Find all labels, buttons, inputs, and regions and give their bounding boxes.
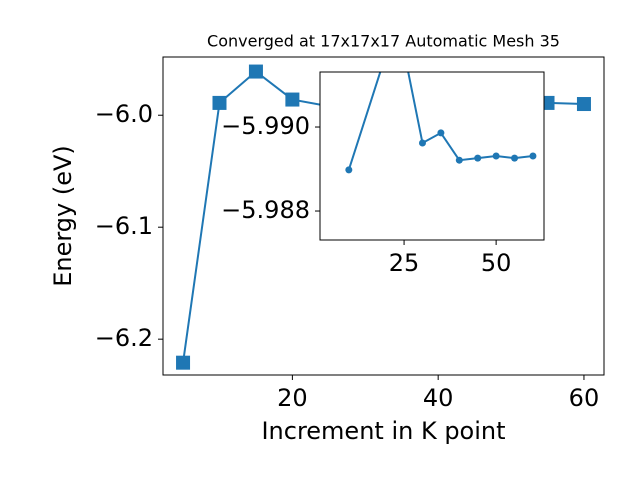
marker xyxy=(455,156,463,164)
y-tick-label: −6.2 xyxy=(95,324,153,352)
y-tick-label: −6.0 xyxy=(95,100,153,128)
marker xyxy=(212,95,227,110)
x-tick-label: 25 xyxy=(389,249,420,277)
x-tick-label: 60 xyxy=(569,384,600,412)
marker xyxy=(474,154,482,162)
y-axis-label: Energy (eV) xyxy=(49,145,77,287)
marker xyxy=(576,97,591,112)
chart-title: Converged at 17x17x17 Automatic Mesh 35 xyxy=(207,32,560,51)
x-tick-label: 20 xyxy=(277,384,308,412)
axes-frame xyxy=(319,71,545,241)
marker xyxy=(511,154,519,162)
y-tick-label: −6.1 xyxy=(95,212,153,240)
marker xyxy=(492,152,500,160)
marker xyxy=(248,64,263,79)
plot-background xyxy=(320,72,544,240)
marker xyxy=(345,166,353,174)
marker xyxy=(529,152,537,160)
marker xyxy=(437,129,445,137)
axes-frame xyxy=(162,56,605,376)
marker xyxy=(285,92,300,107)
y-tick-label: −5.988 xyxy=(221,196,310,224)
x-tick-label: 50 xyxy=(481,249,512,277)
x-tick-label: 40 xyxy=(423,384,454,412)
marker xyxy=(418,139,426,147)
series-line xyxy=(347,72,534,171)
y-tick-label: −5.990 xyxy=(221,112,310,140)
marker xyxy=(176,355,191,370)
plot-area xyxy=(345,72,537,174)
x-axis-label: Increment in K point xyxy=(261,417,505,445)
